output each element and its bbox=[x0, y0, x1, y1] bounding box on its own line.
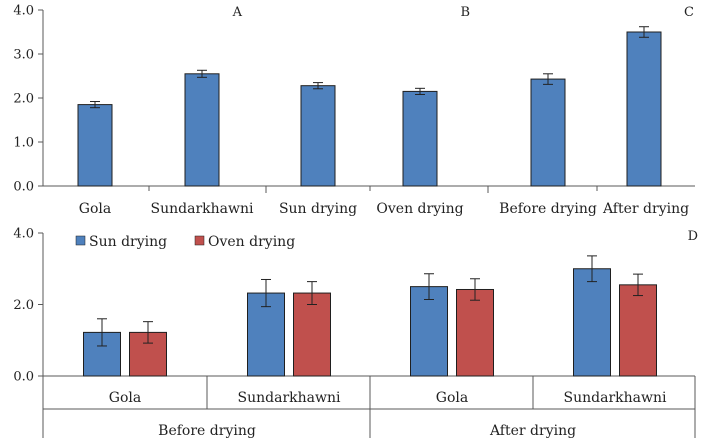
bar-c-1 bbox=[626, 31, 662, 187]
legend-swatch-oven bbox=[194, 235, 205, 246]
category-label: Gola bbox=[79, 201, 111, 217]
bar-d-oven-3 bbox=[619, 284, 657, 377]
top-y-ticks: 0.0 1.0 2.0 3.0 4.0 bbox=[13, 4, 43, 195]
bar-d-oven-2 bbox=[456, 288, 494, 377]
bar-b-0 bbox=[300, 85, 336, 187]
bar-c-0 bbox=[530, 78, 566, 187]
y-tick-label: 1.0 bbox=[13, 136, 34, 151]
bar-b-1 bbox=[402, 90, 438, 187]
bottom-y-ticks: 0.0 2.0 4.0 bbox=[13, 227, 43, 385]
bar-a-1 bbox=[184, 73, 220, 187]
bar-d-oven-1 bbox=[293, 292, 331, 377]
category-label: Before drying bbox=[499, 201, 597, 217]
group-label: Before drying bbox=[158, 423, 256, 439]
top-category-labels: Gola Sundarkhawni Sun drying Oven drying Bef… bbox=[79, 201, 689, 217]
category-label: After drying bbox=[602, 201, 689, 217]
panel-labels: A B C D bbox=[232, 5, 698, 244]
legend-swatch-sun bbox=[75, 235, 86, 246]
category-label: Gola bbox=[109, 390, 141, 406]
legend-label: Sun drying bbox=[89, 234, 167, 250]
legend-label: Oven drying bbox=[208, 234, 295, 250]
category-label: Gola bbox=[436, 390, 468, 406]
category-label: Sun drying bbox=[279, 201, 357, 217]
panel-label-a: A bbox=[232, 5, 243, 20]
category-label: Sundarkhawni bbox=[238, 390, 341, 406]
group-label: After drying bbox=[489, 423, 576, 439]
top-axes bbox=[42, 10, 695, 193]
y-tick-label: 0.0 bbox=[13, 370, 34, 385]
y-tick-label: 4.0 bbox=[13, 4, 34, 19]
y-tick-label: 2.0 bbox=[13, 92, 34, 107]
y-tick-label: 3.0 bbox=[13, 48, 34, 63]
bottom-category-labels: Gola Sundarkhawni Gola Sundarkhawni bbox=[109, 390, 667, 406]
legend: Sun drying Oven drying bbox=[75, 234, 295, 250]
bar-a-0 bbox=[77, 104, 113, 187]
bar-d-sun-3 bbox=[573, 268, 611, 377]
panel-label-b: B bbox=[460, 5, 470, 20]
top-bars bbox=[77, 26, 662, 187]
y-tick-label: 2.0 bbox=[13, 298, 34, 313]
category-label: Sundarkhawni bbox=[151, 201, 254, 217]
y-tick-label: 4.0 bbox=[13, 227, 34, 242]
category-label: Oven drying bbox=[376, 201, 463, 217]
panel-label-d: D bbox=[688, 229, 698, 244]
panel-label-c: C bbox=[684, 5, 694, 20]
bar-d-sun-2 bbox=[410, 286, 448, 377]
bottom-group-labels: Before drying After drying bbox=[158, 423, 576, 439]
y-tick-label: 0.0 bbox=[13, 180, 34, 195]
bottom-bars bbox=[83, 255, 657, 377]
category-label: Sundarkhawni bbox=[564, 390, 667, 406]
